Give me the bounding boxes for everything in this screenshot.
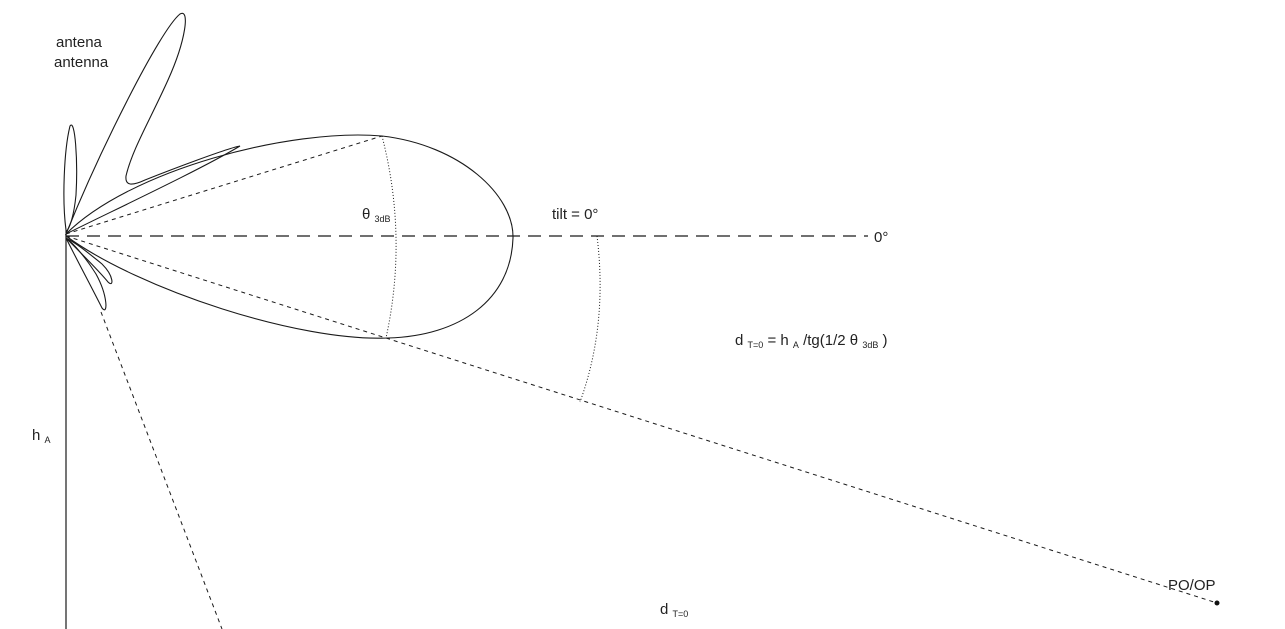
antenna-label-line1: antena <box>56 34 103 51</box>
formula-h-subscript: A <box>793 340 799 350</box>
zero-degree-label: 0° <box>874 229 888 246</box>
distance-symbol: d <box>660 601 668 618</box>
observation-point-label: PO/OP <box>1168 577 1216 594</box>
lower-side-lobe-2 <box>65 237 113 284</box>
formula-tg: /tg(1/2 θ <box>803 332 858 349</box>
formula-equals-h: = h <box>767 332 788 349</box>
height-subscript: A <box>45 435 51 445</box>
tilt-label: tilt = 0° <box>552 206 598 223</box>
formula-theta-subscript: 3dB <box>862 340 878 350</box>
formula-d: d <box>735 332 743 349</box>
formula-close: ) <box>883 332 888 349</box>
distance-subscript: T=0 <box>673 609 689 619</box>
upper-side-lobe <box>64 12 241 236</box>
back-lobe <box>63 124 78 234</box>
observation-point-marker <box>1214 600 1220 606</box>
beamwidth-subscript: 3dB <box>375 214 391 224</box>
coverage-distance-formula: d T=0 = h A /tg(1/2 θ 3dB ) <box>735 332 888 352</box>
upper-3db-edge-line <box>65 135 383 235</box>
antenna-height-label: h A <box>32 427 51 445</box>
lower-3db-edge-line <box>65 235 1218 604</box>
steep-lower-ray <box>100 311 223 629</box>
beamwidth-symbol: θ <box>362 206 370 223</box>
tilt-angle-arc <box>579 235 601 403</box>
antenna-label-line2: antenna <box>54 54 109 71</box>
height-symbol: h <box>32 427 40 444</box>
beamwidth-label: θ 3dB <box>362 206 391 224</box>
main-lobe <box>65 134 514 339</box>
beamwidth-arc <box>381 135 397 339</box>
distance-label: d T=0 <box>660 601 688 619</box>
formula-d-subscript: T=0 <box>748 340 764 350</box>
